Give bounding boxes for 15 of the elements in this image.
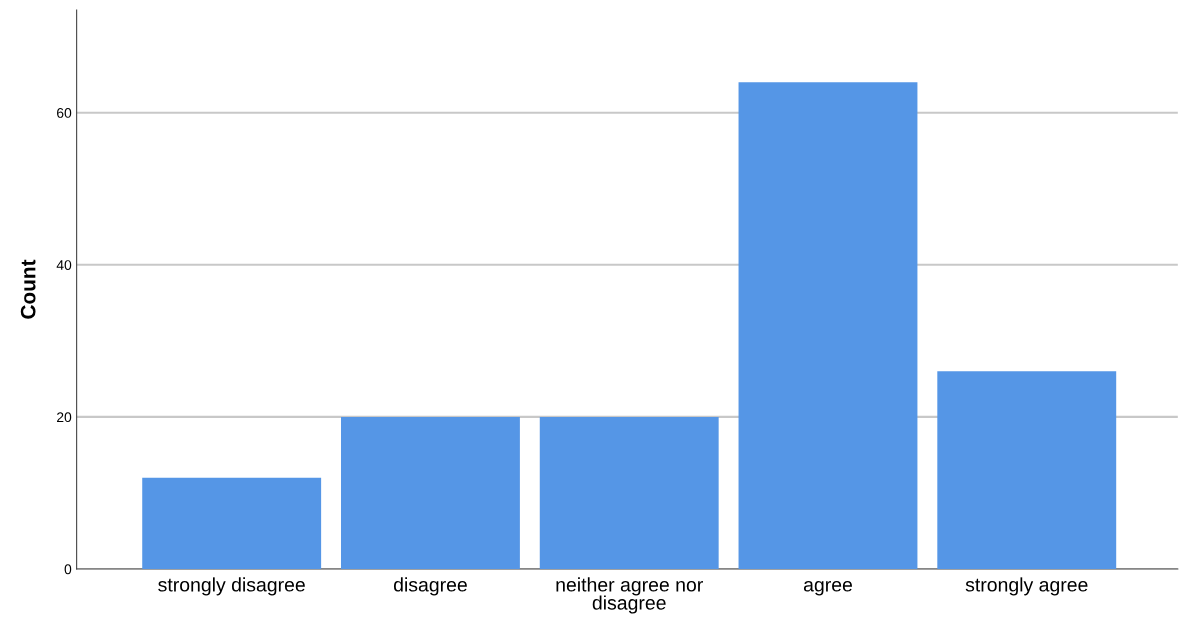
bar [142,477,322,569]
y-tick-label: 60 [57,108,72,118]
x-tick-label: agree [803,580,852,596]
bar [539,416,719,569]
y-tick-label: 40 [56,260,72,270]
x-tick-label: neither agree nor disagree [556,577,703,614]
bar [937,371,1117,569]
x-tick-label: disagree [393,577,467,596]
y-tick-label: 0 [64,564,72,575]
bar [738,82,918,569]
x-tick-label: strongly disagree [158,577,305,596]
y-tick-label: 20 [57,412,72,423]
bar [341,416,520,569]
x-tick-label: strongly agree [965,577,1088,596]
y-axis-title: Count [20,259,36,319]
